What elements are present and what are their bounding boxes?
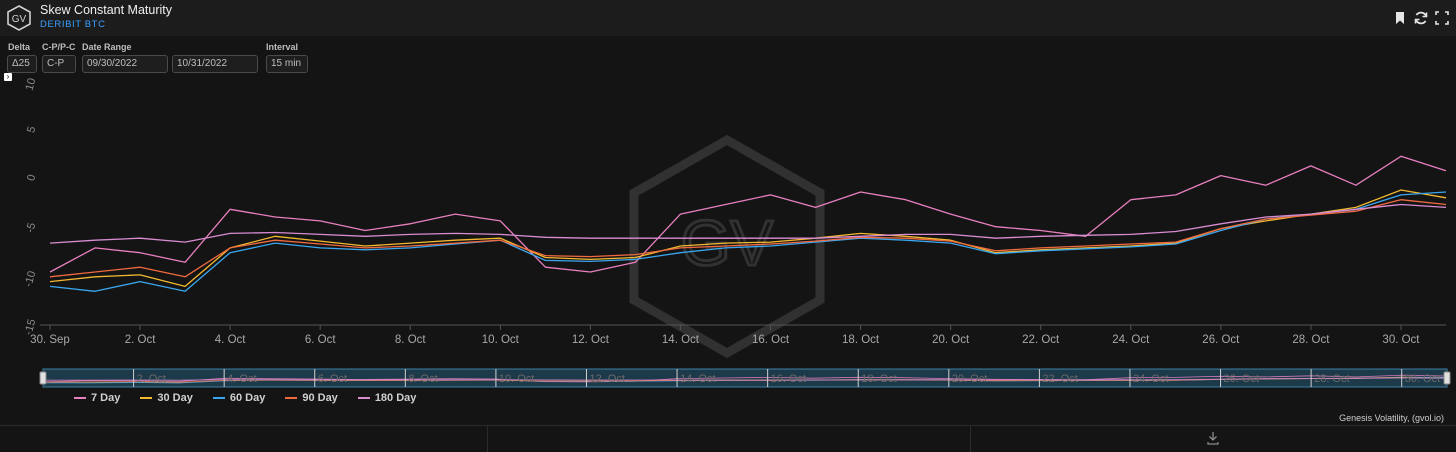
x-tick-label: 16. Oct <box>752 334 790 346</box>
footer-bar <box>0 425 1456 452</box>
cp-label: C-P/P-C <box>42 42 76 52</box>
navigator-tick-label: 14. Oct <box>680 373 715 385</box>
legend-swatch <box>212 397 225 399</box>
y-tick-label: 5 <box>25 125 38 134</box>
y-tick-label: -10 <box>23 270 39 288</box>
legend-item-30-day[interactable]: 30 Day <box>140 392 193 404</box>
series-line-60-day[interactable] <box>49 191 1447 292</box>
x-tick-label: 22. Oct <box>1022 334 1060 346</box>
delta-label: Delta <box>8 42 31 52</box>
navigator-tick-label: 28. Oct <box>1314 373 1349 385</box>
x-tick-label: 28. Oct <box>1292 334 1330 346</box>
end-date-input[interactable]: 10/31/2022 <box>172 55 258 73</box>
legend-label: 90 Day <box>302 392 338 404</box>
legend-swatch <box>357 397 370 399</box>
navigator-tick-label: 2. Oct <box>137 373 166 385</box>
expand-controls-button[interactable]: › <box>4 73 12 81</box>
navigator-tick-label: 18. Oct <box>861 373 896 385</box>
x-tick-label: 14. Oct <box>662 334 700 346</box>
navigator-tick-label: 6. Oct <box>318 373 347 385</box>
chart-legend: 7 Day 30 Day 60 Day 90 Day 180 Day <box>74 392 436 404</box>
date-range-label: Date Range <box>82 42 132 52</box>
y-tick-label: 0 <box>25 173 38 182</box>
interval-select[interactable]: 15 min <box>266 55 308 73</box>
source-credit: Genesis Volatility, (gvol.io) <box>1339 413 1444 423</box>
maximize-icon[interactable] <box>1434 10 1450 26</box>
gv-logo-icon: GV <box>7 5 31 31</box>
logo-text: GV <box>12 14 27 25</box>
delta-select[interactable]: Δ25 <box>7 55 37 73</box>
legend-label: 7 Day <box>91 392 121 404</box>
navigator-tick-label: 22. Oct <box>1042 373 1077 385</box>
navigator-tick-label: 10. Oct <box>499 373 534 385</box>
navigator-tick-label: 26. Oct <box>1224 373 1259 385</box>
legend-label: 60 Day <box>229 392 266 404</box>
refresh-icon[interactable] <box>1413 10 1429 26</box>
legend-swatch <box>285 397 298 399</box>
navigator-right-handle[interactable] <box>1443 371 1451 385</box>
interval-label: Interval <box>266 42 299 52</box>
bookmark-icon[interactable] <box>1392 10 1408 26</box>
y-tick-label: 10 <box>24 77 39 92</box>
x-tick-label: 12. Oct <box>572 334 610 346</box>
legend-item-180-day[interactable]: 180 Day <box>357 392 417 404</box>
page-title: Skew Constant Maturity <box>40 3 172 17</box>
footer-divider <box>487 426 488 452</box>
x-tick-label: 24. Oct <box>1112 334 1150 346</box>
download-icon[interactable] <box>1206 431 1220 445</box>
legend-label: 180 Day <box>374 392 417 404</box>
legend-item-7-day[interactable]: 7 Day <box>74 392 120 404</box>
navigator-series-line <box>42 377 1448 381</box>
header-bar: GV Skew Constant Maturity DERIBIT BTC <box>0 0 1456 36</box>
series-line-7-day[interactable] <box>49 155 1447 273</box>
legend-swatch <box>74 397 86 399</box>
x-tick-label: 18. Oct <box>842 334 880 346</box>
x-tick-label: 4. Oct <box>215 334 246 346</box>
x-tick-label: 2. Oct <box>125 334 156 346</box>
x-tick-label: 30. Sep <box>30 334 70 346</box>
y-tick-label: -5 <box>24 222 38 235</box>
x-tick-label: 6. Oct <box>305 334 336 346</box>
navigator-tick-label: 24. Oct <box>1133 373 1168 385</box>
legend-label: 30 Day <box>157 392 193 404</box>
navigator-range-selector[interactable]: 2. Oct 4. Oct 6. Oct 8. Oct 10. Oct 12. Oct 14… <box>39 368 1451 388</box>
navigator-tick-label: 4. Oct <box>227 373 256 385</box>
x-tick-label: 10. Oct <box>482 334 520 346</box>
x-tick-label: 26. Oct <box>1202 334 1240 346</box>
legend-item-90-day[interactable]: 90 Day <box>285 392 338 404</box>
cp-select[interactable]: C-P <box>42 55 76 73</box>
y-tick-label: -15 <box>23 318 39 336</box>
series-line-180-day[interactable] <box>49 203 1447 244</box>
x-tick-label: 8. Oct <box>395 334 426 346</box>
footer-divider <box>970 426 971 452</box>
navigator-series-line <box>42 374 1448 383</box>
x-tick-label: 30. Oct <box>1382 334 1420 346</box>
navigator-tick-label: 30. Oct <box>1405 373 1440 385</box>
navigator-tick-label: 8. Oct <box>408 373 437 385</box>
legend-item-60-day[interactable]: 60 Day <box>212 392 266 404</box>
exchange-subtitle: DERIBIT BTC <box>40 19 106 30</box>
navigator-left-handle[interactable] <box>39 371 47 385</box>
start-date-input[interactable]: 09/30/2022 <box>82 55 168 73</box>
x-tick-label: 20. Oct <box>932 334 970 346</box>
navigator-tick-label: 16. Oct <box>771 373 806 385</box>
navigator-tick-label: 12. Oct <box>589 373 624 385</box>
series-line-90-day[interactable] <box>49 199 1447 278</box>
navigator-tick-label: 20. Oct <box>952 373 987 385</box>
legend-swatch <box>140 397 153 399</box>
